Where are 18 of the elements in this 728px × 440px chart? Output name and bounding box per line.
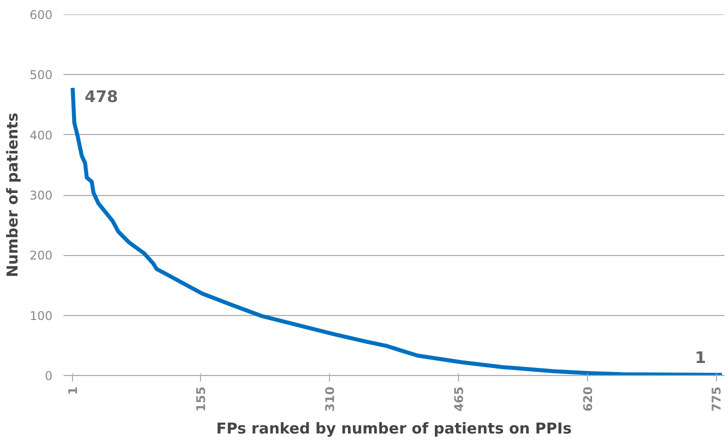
y-tick-label: 100 <box>30 308 52 323</box>
annotation: 1 <box>694 348 706 367</box>
y-tick-label: 600 <box>30 8 52 22</box>
x-tick-label: 155 <box>194 386 208 412</box>
y-tick-label: 0 <box>44 369 53 383</box>
x-axis-title: FPs ranked by number of patients on PPIs <box>216 420 572 438</box>
y-tick-label: 300 <box>30 188 52 202</box>
x-tick-label: 775 <box>710 386 724 412</box>
line-series <box>70 86 724 376</box>
y-tick-label: 200 <box>30 248 52 263</box>
annotation: 478 <box>84 86 118 106</box>
x-tick-label: 1 <box>66 386 80 395</box>
x-tick-label: 620 <box>580 386 595 412</box>
y-tick-label: 400 <box>30 128 52 142</box>
y-tick-label: 500 <box>30 68 52 82</box>
x-tick-label: 465 <box>452 386 466 412</box>
y-axis-title: Number of patients <box>4 112 22 278</box>
x-tick-label: 310 <box>323 386 338 412</box>
